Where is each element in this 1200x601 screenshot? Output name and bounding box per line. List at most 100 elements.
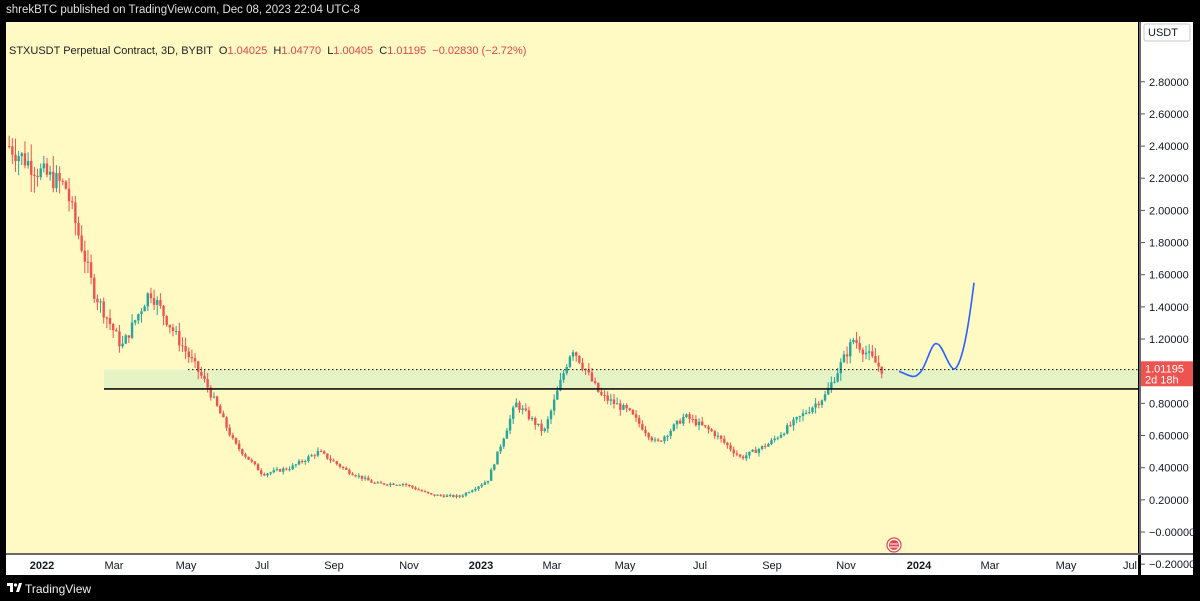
x-tick-label: Mar: [981, 560, 1000, 572]
open-value: 1.04025: [227, 45, 268, 57]
candle-body: [379, 482, 383, 484]
candle-body: [656, 439, 660, 441]
support-zone: [104, 369, 1138, 389]
candle-body: [436, 494, 439, 496]
candle-body: [165, 315, 168, 325]
flag-dot: [889, 540, 899, 550]
candle-body: [278, 469, 282, 472]
candle-body: [691, 418, 694, 420]
candle-body: [493, 464, 496, 470]
candle-body: [669, 430, 672, 436]
candle-body: [206, 379, 209, 388]
x-tick-label: May: [176, 560, 197, 572]
tradingview-brand[interactable]: TradingView: [25, 582, 92, 596]
candle-body: [426, 491, 430, 494]
candle-body: [14, 154, 17, 162]
candle-body: [253, 461, 257, 465]
candle-body: [638, 417, 641, 424]
candle-body: [738, 454, 742, 457]
candle-body: [338, 464, 342, 467]
candle-body: [496, 451, 499, 465]
currency-badge[interactable]: [1143, 23, 1191, 42]
candle-body: [663, 436, 666, 442]
candle-body: [716, 435, 720, 437]
candle-body: [363, 477, 367, 479]
candle-body: [782, 433, 786, 435]
candle-body: [392, 483, 395, 485]
candle-body: [398, 484, 401, 486]
candle-body: [389, 483, 392, 486]
candle-body: [357, 475, 361, 477]
candle-body: [291, 465, 294, 470]
candle-body: [770, 440, 773, 445]
high-value: 1.04770: [281, 45, 322, 57]
candle-body: [174, 330, 178, 332]
candle-body: [666, 435, 669, 437]
candle-body: [297, 461, 301, 465]
candle-body: [647, 433, 650, 438]
candle-body: [489, 469, 493, 481]
candle-body: [723, 438, 726, 443]
last-price-value: 1.01195: [1145, 363, 1184, 375]
candle-body: [578, 355, 581, 363]
candle-body: [880, 366, 883, 374]
candle-body: [795, 417, 798, 420]
candle-body: [250, 459, 253, 462]
candle-body: [615, 403, 619, 405]
candle-body: [543, 428, 546, 431]
candle-body: [20, 153, 23, 157]
candle-body: [867, 351, 871, 353]
candle-body: [341, 466, 345, 468]
price-axis[interactable]: [1141, 22, 1193, 553]
candle-body: [628, 408, 631, 410]
high-label: H: [273, 45, 282, 57]
candle-body: [719, 435, 723, 439]
candle-body: [263, 474, 266, 476]
currency-label: USDT: [1148, 27, 1178, 39]
y-tick-label: 2.00000: [1149, 205, 1189, 217]
candle-body: [745, 455, 748, 459]
candle-body: [552, 399, 556, 411]
candle-body: [260, 470, 263, 475]
candle-body: [134, 320, 137, 323]
candle-body: [269, 472, 272, 474]
candle-body: [776, 437, 779, 439]
x-tick-label: 2023: [469, 560, 493, 572]
candle-body: [609, 399, 613, 401]
price-chart[interactable]: 2.80000 2.60000 2.40000 2.20000 2.00000 1.800…: [0, 20, 1200, 576]
candle-body: [285, 468, 288, 470]
candle-body: [178, 330, 181, 346]
candle-body: [804, 412, 808, 414]
candle-body: [741, 456, 745, 459]
candle-body: [137, 314, 140, 321]
candle-body: [502, 438, 505, 447]
candle-body: [225, 417, 228, 428]
candle-body: [111, 324, 115, 331]
candle-body: [864, 352, 868, 355]
candle-body: [360, 475, 364, 479]
candle-body: [590, 372, 594, 382]
candle-body: [874, 356, 877, 363]
footer-bar: TradingView: [0, 576, 1200, 601]
y-tick-label: 0.80000: [1149, 398, 1189, 410]
candle-body: [354, 475, 357, 477]
y-tick-label: −0.20000: [1149, 559, 1195, 571]
candle-body: [219, 405, 222, 414]
candle-body: [477, 486, 480, 489]
time-axis[interactable]: [6, 555, 1138, 575]
candle-body: [798, 416, 802, 418]
candle-body: [146, 293, 149, 307]
candlestick-series: [8, 135, 883, 499]
x-tick-label: Mar: [543, 560, 562, 572]
candle-body: [89, 262, 93, 278]
plot-area[interactable]: [6, 22, 1138, 553]
candle-body: [404, 484, 408, 486]
candle-body: [345, 467, 348, 470]
y-tick-label: 0.60000: [1149, 431, 1189, 443]
candle-body: [562, 373, 565, 380]
candle-body: [282, 468, 285, 472]
candle-body: [593, 381, 597, 383]
candle-body: [515, 402, 518, 408]
candle-body: [814, 403, 817, 408]
candle-body: [534, 418, 537, 425]
